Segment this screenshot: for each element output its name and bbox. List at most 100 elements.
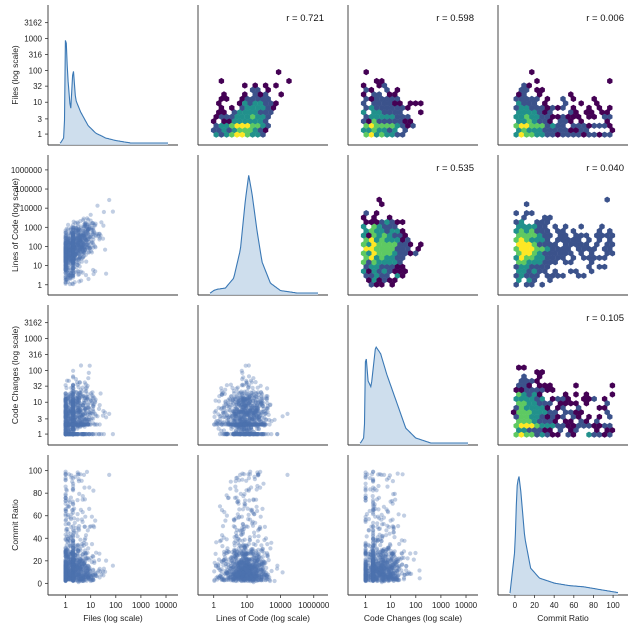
scatter-point <box>71 248 76 253</box>
hexbin-cell <box>560 272 566 279</box>
hexbin-cell <box>373 122 380 129</box>
scatter-point <box>246 401 251 406</box>
scatter-point <box>78 236 83 241</box>
scatter-point <box>280 414 285 419</box>
ytick-label: 3 <box>38 115 43 124</box>
hexbin-cell <box>560 131 566 138</box>
hexbin-cell <box>242 100 248 107</box>
scatter-point <box>64 256 69 261</box>
scatter-point <box>90 407 95 412</box>
scatter-point <box>70 487 75 492</box>
hexbin-cell <box>249 131 256 138</box>
hexbin-cell <box>229 131 235 138</box>
hexbin-cell <box>596 104 603 111</box>
scatter-point <box>63 551 68 557</box>
scatter-point <box>90 221 95 226</box>
hexbin-cell <box>534 131 540 138</box>
scatter-point <box>68 258 73 263</box>
scatter-point <box>63 247 68 252</box>
hexbin-cell <box>591 122 597 129</box>
scatter-point <box>69 475 74 480</box>
scatter-point <box>75 543 80 548</box>
scatter-point <box>99 220 104 225</box>
scatter-point <box>63 251 68 256</box>
hexbin-cell <box>376 82 382 89</box>
scatter-point <box>67 250 72 255</box>
scatter-point <box>81 225 87 230</box>
hexbin-cell <box>547 109 553 116</box>
scatter-point <box>68 241 73 246</box>
scatter-point <box>257 402 263 407</box>
scatter-point <box>75 534 80 539</box>
scatter-point <box>63 260 68 265</box>
scatter-point <box>71 222 76 228</box>
hexbin-cell <box>260 113 266 120</box>
scatter-point <box>63 228 68 233</box>
hexbin-cell <box>244 122 251 129</box>
hexbin-cell <box>529 122 535 129</box>
scatter-point <box>93 223 98 228</box>
scatter-point <box>72 516 77 521</box>
scatter-point <box>268 546 273 551</box>
scatter-point <box>65 239 71 244</box>
hexbin-cell <box>568 268 574 275</box>
scatter-point <box>80 244 85 249</box>
scatter-point <box>236 536 241 541</box>
hexbin-cell <box>255 86 261 94</box>
hexbin-cell <box>231 127 238 134</box>
scatter-point <box>77 254 82 259</box>
scatter-point <box>76 238 81 243</box>
scatter-point <box>82 237 87 242</box>
scatter-point <box>63 246 68 251</box>
scatter-point <box>72 242 77 247</box>
hexbin-cell <box>368 131 375 138</box>
scatter-point <box>88 391 94 396</box>
scatter-point <box>91 267 96 273</box>
hexbin-cell <box>596 254 603 261</box>
scatter-point <box>74 256 79 261</box>
hexbin-cell <box>249 95 256 102</box>
scatter-point <box>63 557 68 563</box>
scatter-point <box>66 504 72 509</box>
scatter-point <box>83 248 88 253</box>
ytick-label: 100 <box>29 467 43 476</box>
hexbin-cell <box>539 131 545 138</box>
scatter-point <box>71 235 76 240</box>
scatter-point <box>71 249 76 254</box>
scatter-point <box>71 256 76 261</box>
scatter-point <box>241 472 247 477</box>
scatter-point <box>75 236 80 241</box>
scatter-point <box>80 233 85 238</box>
hexbin-cell <box>381 118 388 125</box>
scatter-point <box>76 526 81 531</box>
scatter-point <box>64 488 69 493</box>
hexbin-cell <box>402 127 408 134</box>
scatter-point <box>71 241 76 246</box>
scatter-point <box>86 250 91 255</box>
hexbin-cell <box>363 86 369 94</box>
scatter-point <box>93 413 98 418</box>
scatter-point <box>82 432 87 437</box>
scatter-point <box>88 212 93 217</box>
scatter-point <box>71 240 76 245</box>
hexbin-cell <box>555 104 561 111</box>
ytick-label: 1 <box>38 281 43 290</box>
scatter-point <box>75 231 80 236</box>
scatter-point <box>69 259 74 264</box>
scatter-point <box>76 272 81 277</box>
scatter-point <box>72 244 77 249</box>
scatter-point <box>84 556 89 561</box>
scatter-point <box>71 248 76 253</box>
scatter-point <box>63 263 68 268</box>
scatter-point <box>80 497 85 502</box>
scatter-point <box>249 380 254 385</box>
hexbin-cell <box>418 109 424 116</box>
hexbin-cell <box>586 131 592 138</box>
hexbin-cell <box>363 131 369 138</box>
scatter-point <box>75 228 80 233</box>
hexbin-cell <box>247 118 253 125</box>
hexbin-cell <box>373 113 380 120</box>
scatter-point <box>85 245 90 250</box>
scatter-point <box>68 247 73 252</box>
